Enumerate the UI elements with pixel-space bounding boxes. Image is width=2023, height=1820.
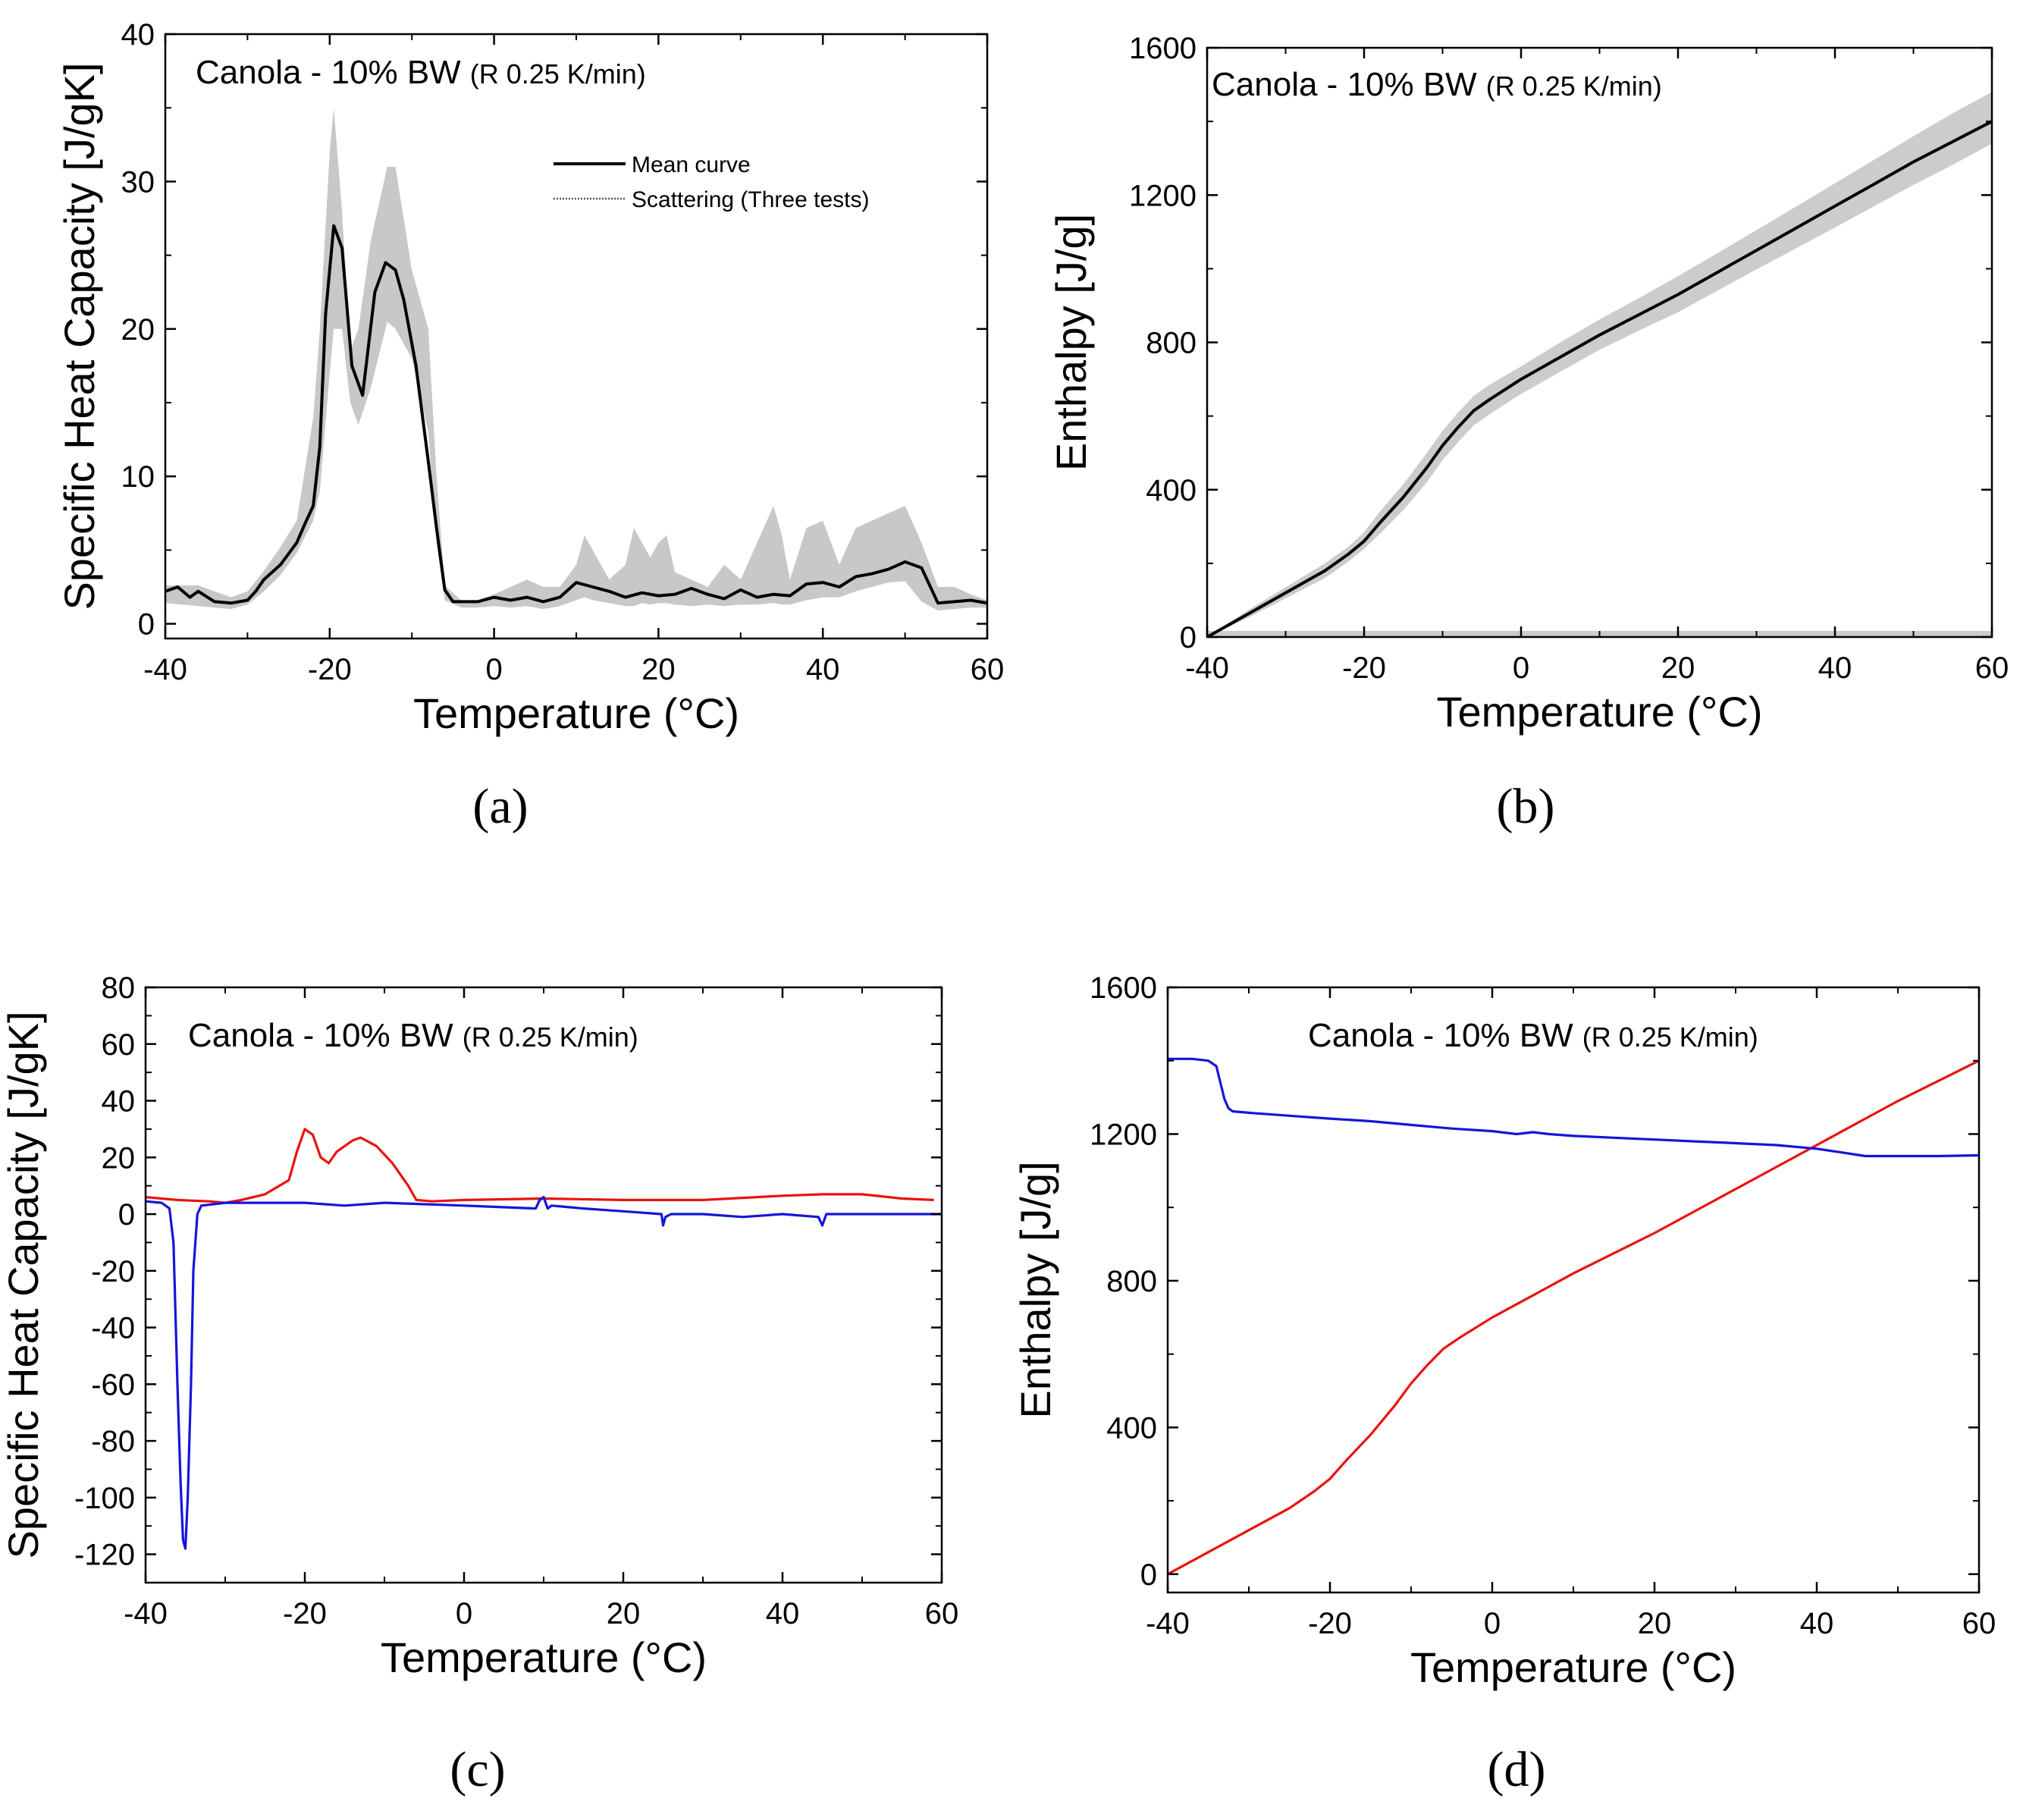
panel-c: -40 -20 0 20 40 60 -120 -100 -80 -60 -40 -20 0 20 40 60… <box>0 971 958 1797</box>
y-tick-label-b: 1200 <box>1129 179 1197 212</box>
y-axis-label-c: Specific Heat Capacity [J/gK] <box>0 1011 47 1558</box>
y-tick-label-b: 1600 <box>1129 32 1197 65</box>
y-tick-label-d: 400 <box>1106 1411 1157 1445</box>
plot-frame-c <box>144 986 943 1584</box>
series-line-cooling-c <box>146 1195 942 1550</box>
annotation-rate-c: (R 0.25 K/min) <box>463 1021 638 1053</box>
y-tick-label-d: 1200 <box>1090 1118 1157 1151</box>
plot-frame-d <box>1166 986 1981 1594</box>
x-tick-label-c: 0 <box>456 1597 472 1630</box>
y-tick-label-d: 0 <box>1140 1558 1157 1592</box>
legend-label-mean: Mean curve <box>632 152 751 177</box>
y-tick-label-c: -20 <box>91 1255 135 1288</box>
scatter-band-a <box>165 108 987 611</box>
x-axis-label-a: Temperature (°C) <box>413 689 739 737</box>
annotation-rate-d: (R 0.25 K/min) <box>1582 1021 1758 1053</box>
x-tick-label-a: 0 <box>485 653 502 686</box>
x-tick-label-a: -20 <box>308 653 352 686</box>
x-tick-label-b: -40 <box>1185 651 1229 685</box>
x-tick-label-a: 60 <box>971 653 1005 686</box>
y-tick-label-c: -100 <box>74 1482 135 1515</box>
panel-label-d: (d) <box>1488 1742 1546 1797</box>
x-axis-label-d: Temperature (°C) <box>1410 1643 1736 1691</box>
x-tick-label-b: 40 <box>1818 651 1852 685</box>
x-axis-label-b: Temperature (°C) <box>1436 688 1762 736</box>
annotation-main-a: Canola - 10% BW <box>196 54 461 91</box>
series-line-mean-a <box>165 224 987 605</box>
y-tick-label-c: -60 <box>91 1368 135 1401</box>
x-tick-label-c: 40 <box>766 1597 800 1630</box>
series-line-cooling-d <box>1168 1057 1979 1158</box>
y-axis-label-d: Enthalpy [J/g] <box>1012 1161 1059 1418</box>
x-tick-label-b: 20 <box>1661 651 1695 685</box>
annotation-rate-a: (R 0.25 K/min) <box>470 58 646 89</box>
panel-d: -40 -20 0 20 40 60 0 400 800 1200 1600 Temperature … <box>1012 971 1996 1797</box>
plot-area-c <box>146 1128 942 1550</box>
x-tick-label-c: 60 <box>925 1597 959 1630</box>
x-tick-label-c: 20 <box>607 1597 641 1630</box>
annotation-a: Canola - 10% BW (R 0.25 K/min) <box>196 54 646 91</box>
y-tick-label-c: 80 <box>102 971 136 1005</box>
plot-area-d <box>1168 1057 1979 1576</box>
y-tick-label-c: -120 <box>74 1539 135 1572</box>
y-tick-label-c: 60 <box>102 1028 136 1062</box>
y-tick-label-a: 30 <box>121 165 155 199</box>
annotation-rate-b: (R 0.25 K/min) <box>1486 71 1662 102</box>
series-line-mean-b <box>1207 120 1992 637</box>
y-tick-label-a: 10 <box>121 460 155 494</box>
x-tick-label-b: 0 <box>1513 651 1529 685</box>
x-tick-label-d: 60 <box>1962 1607 1996 1640</box>
x-tick-label-b: -20 <box>1342 651 1386 685</box>
y-tick-label-c: 40 <box>102 1085 136 1119</box>
series-line-heating-c <box>146 1128 934 1204</box>
x-tick-label-a: 40 <box>806 653 840 686</box>
y-tick-label-c: -40 <box>91 1312 135 1345</box>
x-tick-label-d: -40 <box>1146 1607 1190 1640</box>
y-tick-label-b: 0 <box>1180 621 1197 654</box>
annotation-d: Canola - 10% BW (R 0.25 K/min) <box>1308 1017 1758 1054</box>
annotation-main-b: Canola - 10% BW <box>1212 66 1477 103</box>
y-tick-label-c: 20 <box>102 1141 136 1175</box>
y-axis-label-b: Enthalpy [J/g] <box>1047 214 1095 471</box>
x-axis-label-c: Temperature (°C) <box>381 1633 707 1681</box>
scatter-band-b <box>1207 92 1992 637</box>
x-tick-label-c: -20 <box>283 1597 327 1630</box>
plot-area-b <box>1207 92 1992 637</box>
y-tick-label-a: 40 <box>121 18 155 52</box>
x-tick-label-a: 20 <box>641 653 676 686</box>
x-tick-label-d: 20 <box>1638 1607 1672 1640</box>
x-tick-label-c: -40 <box>124 1597 168 1630</box>
y-tick-label-d: 800 <box>1106 1265 1157 1298</box>
x-tick-label-d: -20 <box>1308 1607 1352 1640</box>
panel-label-a: (a) <box>472 779 528 834</box>
y-tick-label-b: 800 <box>1146 327 1197 360</box>
y-tick-label-c: 0 <box>118 1198 135 1232</box>
annotation-main-c: Canola - 10% BW <box>188 1017 453 1054</box>
x-tick-label-d: 0 <box>1484 1607 1501 1640</box>
y-tick-label-d: 1600 <box>1090 971 1157 1005</box>
panel-b: -40 -20 0 20 40 60 0 400 800 1200 1600 Temperature … <box>1047 32 2009 834</box>
y-tick-label-a: 0 <box>138 608 155 642</box>
legend-label-scatter: Scattering (Three tests) <box>632 187 869 212</box>
series-line-heating-d <box>1168 1059 1979 1576</box>
y-tick-label-a: 20 <box>121 313 155 347</box>
y-axis-label-a: Specific Heat Capacity [J/gK] <box>55 62 103 610</box>
panel-label-b: (b) <box>1497 779 1555 834</box>
annotation-c: Canola - 10% BW (R 0.25 K/min) <box>188 1017 638 1054</box>
x-tick-label-a: -40 <box>143 653 187 686</box>
x-tick-label-b: 60 <box>1975 651 2009 685</box>
plot-area-a <box>165 108 987 611</box>
annotation-b: Canola - 10% BW (R 0.25 K/min) <box>1212 66 1662 103</box>
panel-a: -40 -20 0 20 40 60 0 10 20 30 40 Temperature (°C) Sp… <box>55 18 1004 834</box>
x-tick-label-d: 40 <box>1800 1607 1834 1640</box>
annotation-main-d: Canola - 10% BW <box>1308 1017 1573 1054</box>
y-tick-label-b: 400 <box>1146 474 1197 507</box>
y-tick-label-c: -80 <box>91 1425 135 1458</box>
panel-label-c: (c) <box>450 1742 505 1797</box>
